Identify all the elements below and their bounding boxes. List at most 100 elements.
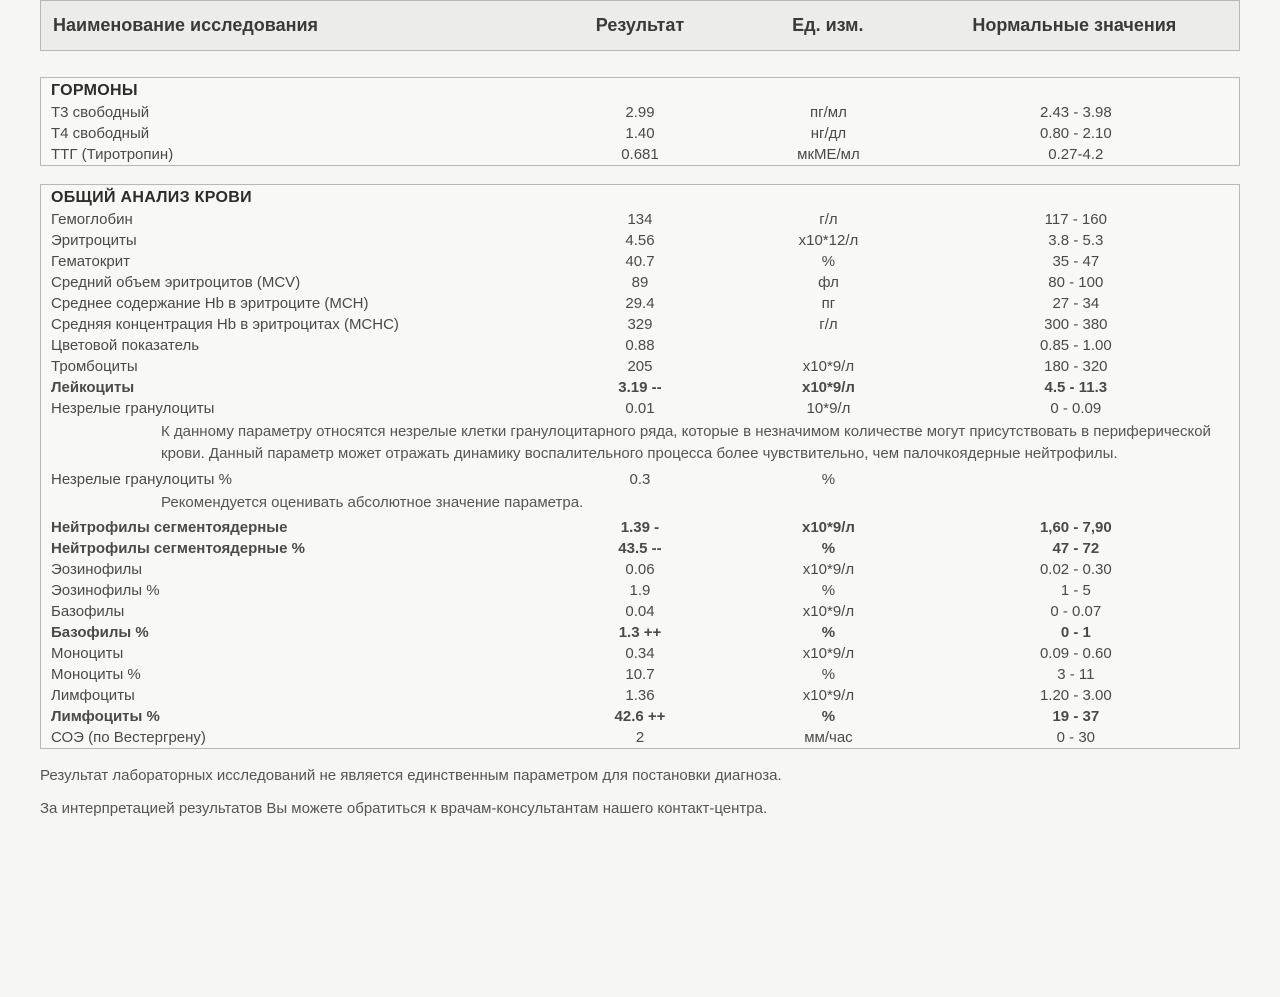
cell-name: СОЭ (по Вестергрену) [51,729,546,746]
cell-unit: % [734,582,922,599]
table-row: Базофилы0.04х10*9/л0 - 0.07 [41,601,1239,622]
section-block: ГОРМОНЫТ3 свободный2.99пг/мл2.43 - 3.98Т… [40,77,1240,166]
cell-name: Тромбоциты [51,358,546,375]
cell-unit: фл [734,274,922,291]
header-col-name: Наименование исследования [53,15,546,36]
table-row: Эозинофилы %1.9%1 - 5 [41,580,1239,601]
cell-ref: 0 - 30 [923,729,1229,746]
cell-unit: 10*9/л [734,400,922,417]
cell-ref: 2.43 - 3.98 [923,104,1229,121]
table-row: Моноциты %10.7%3 - 11 [41,664,1239,685]
cell-result: 1.3 ++ [546,624,734,641]
cell-result: 42.6 ++ [546,708,734,725]
section-title: ГОРМОНЫ [41,78,1239,102]
cell-name: ТТГ (Тиротропин) [51,146,546,163]
cell-name: Эритроциты [51,232,546,249]
table-row: Нейтрофилы сегментоядерные1.39 -х10*9/л1… [41,517,1239,538]
cell-name: Лейкоциты [51,379,546,396]
cell-result: 0.3 [546,471,734,488]
table-row: Средний объем эритроцитов (MCV)89фл80 - … [41,272,1239,293]
cell-name: Базофилы % [51,624,546,641]
cell-name: Нейтрофилы сегментоядерные % [51,540,546,557]
table-row: Гематокрит40.7%35 - 47 [41,251,1239,272]
footer-line-2: За интерпретацией результатов Вы можете … [40,800,1240,817]
table-row: Лейкоциты3.19 --х10*9/л4.5 - 11.3 [41,377,1239,398]
table-row: Т4 свободный1.40нг/дл0.80 - 2.10 [41,123,1239,144]
table-row: Лимфоциты %42.6 ++%19 - 37 [41,706,1239,727]
table-row: Базофилы %1.3 ++%0 - 1 [41,622,1239,643]
cell-ref: 19 - 37 [923,708,1229,725]
cell-ref: 300 - 380 [923,316,1229,333]
cell-name: Нейтрофилы сегментоядерные [51,519,546,536]
cell-ref: 47 - 72 [923,540,1229,557]
cell-ref: 117 - 160 [923,211,1229,228]
cell-result: 1.40 [546,125,734,142]
table-row: Нейтрофилы сегментоядерные %43.5 --%47 -… [41,538,1239,559]
cell-ref: 0 - 0.07 [923,603,1229,620]
cell-name: Цветовой показатель [51,337,546,354]
cell-result: 4.56 [546,232,734,249]
cell-unit: мкМЕ/мл [734,146,922,163]
header-col-result: Результат [546,15,734,36]
cell-result: 0.06 [546,561,734,578]
table-row: Моноциты0.34х10*9/л0.09 - 0.60 [41,643,1239,664]
cell-ref: 27 - 34 [923,295,1229,312]
table-header: Наименование исследования Результат Ед. … [40,0,1240,51]
cell-result: 1.39 - [546,519,734,536]
table-row: Незрелые гранулоциты %0.3% [41,469,1239,490]
table-row: Цветовой показатель0.880.85 - 1.00 [41,335,1239,356]
cell-result: 2.99 [546,104,734,121]
cell-unit: % [734,666,922,683]
cell-name: Базофилы [51,603,546,620]
cell-result: 1.36 [546,687,734,704]
cell-name: Незрелые гранулоциты % [51,471,546,488]
cell-unit: х10*9/л [734,687,922,704]
row-note: К данному параметру относятся незрелые к… [41,419,1239,469]
table-row: ТТГ (Тиротропин)0.681мкМЕ/мл0.27-4.2 [41,144,1239,165]
row-note: Рекомендуется оценивать абсолютное значе… [41,490,1239,518]
cell-name: Т3 свободный [51,104,546,121]
cell-name: Моноциты [51,645,546,662]
footer-line-1: Результат лабораторных исследований не я… [40,767,1240,784]
cell-name: Лимфоциты [51,687,546,704]
cell-result: 3.19 -- [546,379,734,396]
cell-name: Эозинофилы % [51,582,546,599]
section-block: ОБЩИЙ АНАЛИЗ КРОВИГемоглобин134г/л117 - … [40,184,1240,749]
cell-ref: 80 - 100 [923,274,1229,291]
cell-ref: 3 - 11 [923,666,1229,683]
cell-unit: г/л [734,211,922,228]
cell-unit: х10*12/л [734,232,922,249]
cell-unit: % [734,540,922,557]
cell-unit: % [734,253,922,270]
cell-name: Эозинофилы [51,561,546,578]
cell-result: 205 [546,358,734,375]
table-row: Т3 свободный2.99пг/мл2.43 - 3.98 [41,102,1239,123]
cell-result: 329 [546,316,734,333]
cell-result: 0.04 [546,603,734,620]
lab-report: Наименование исследования Результат Ед. … [0,0,1280,863]
cell-result: 89 [546,274,734,291]
section-title: ОБЩИЙ АНАЛИЗ КРОВИ [41,185,1239,209]
cell-result: 0.34 [546,645,734,662]
table-row: Эритроциты4.56х10*12/л3.8 - 5.3 [41,230,1239,251]
cell-unit: % [734,708,922,725]
cell-result: 1.9 [546,582,734,599]
cell-result: 0.01 [546,400,734,417]
cell-unit: х10*9/л [734,645,922,662]
cell-ref: 1.20 - 3.00 [923,687,1229,704]
cell-ref: 3.8 - 5.3 [923,232,1229,249]
cell-name: Гематокрит [51,253,546,270]
cell-name: Средняя концентрация Hb в эритроцитах (M… [51,316,546,333]
cell-unit: х10*9/л [734,379,922,396]
table-row: Среднее содержание Hb в эритроците (MCH)… [41,293,1239,314]
table-row: Средняя концентрация Hb в эритроцитах (M… [41,314,1239,335]
cell-unit: х10*9/л [734,603,922,620]
cell-ref: 0.02 - 0.30 [923,561,1229,578]
footer-notes: Результат лабораторных исследований не я… [40,767,1240,817]
cell-ref: 0.85 - 1.00 [923,337,1229,354]
cell-ref: 0.09 - 0.60 [923,645,1229,662]
cell-name: Незрелые гранулоциты [51,400,546,417]
cell-unit: х10*9/л [734,561,922,578]
cell-ref: 0 - 0.09 [923,400,1229,417]
cell-ref: 180 - 320 [923,358,1229,375]
